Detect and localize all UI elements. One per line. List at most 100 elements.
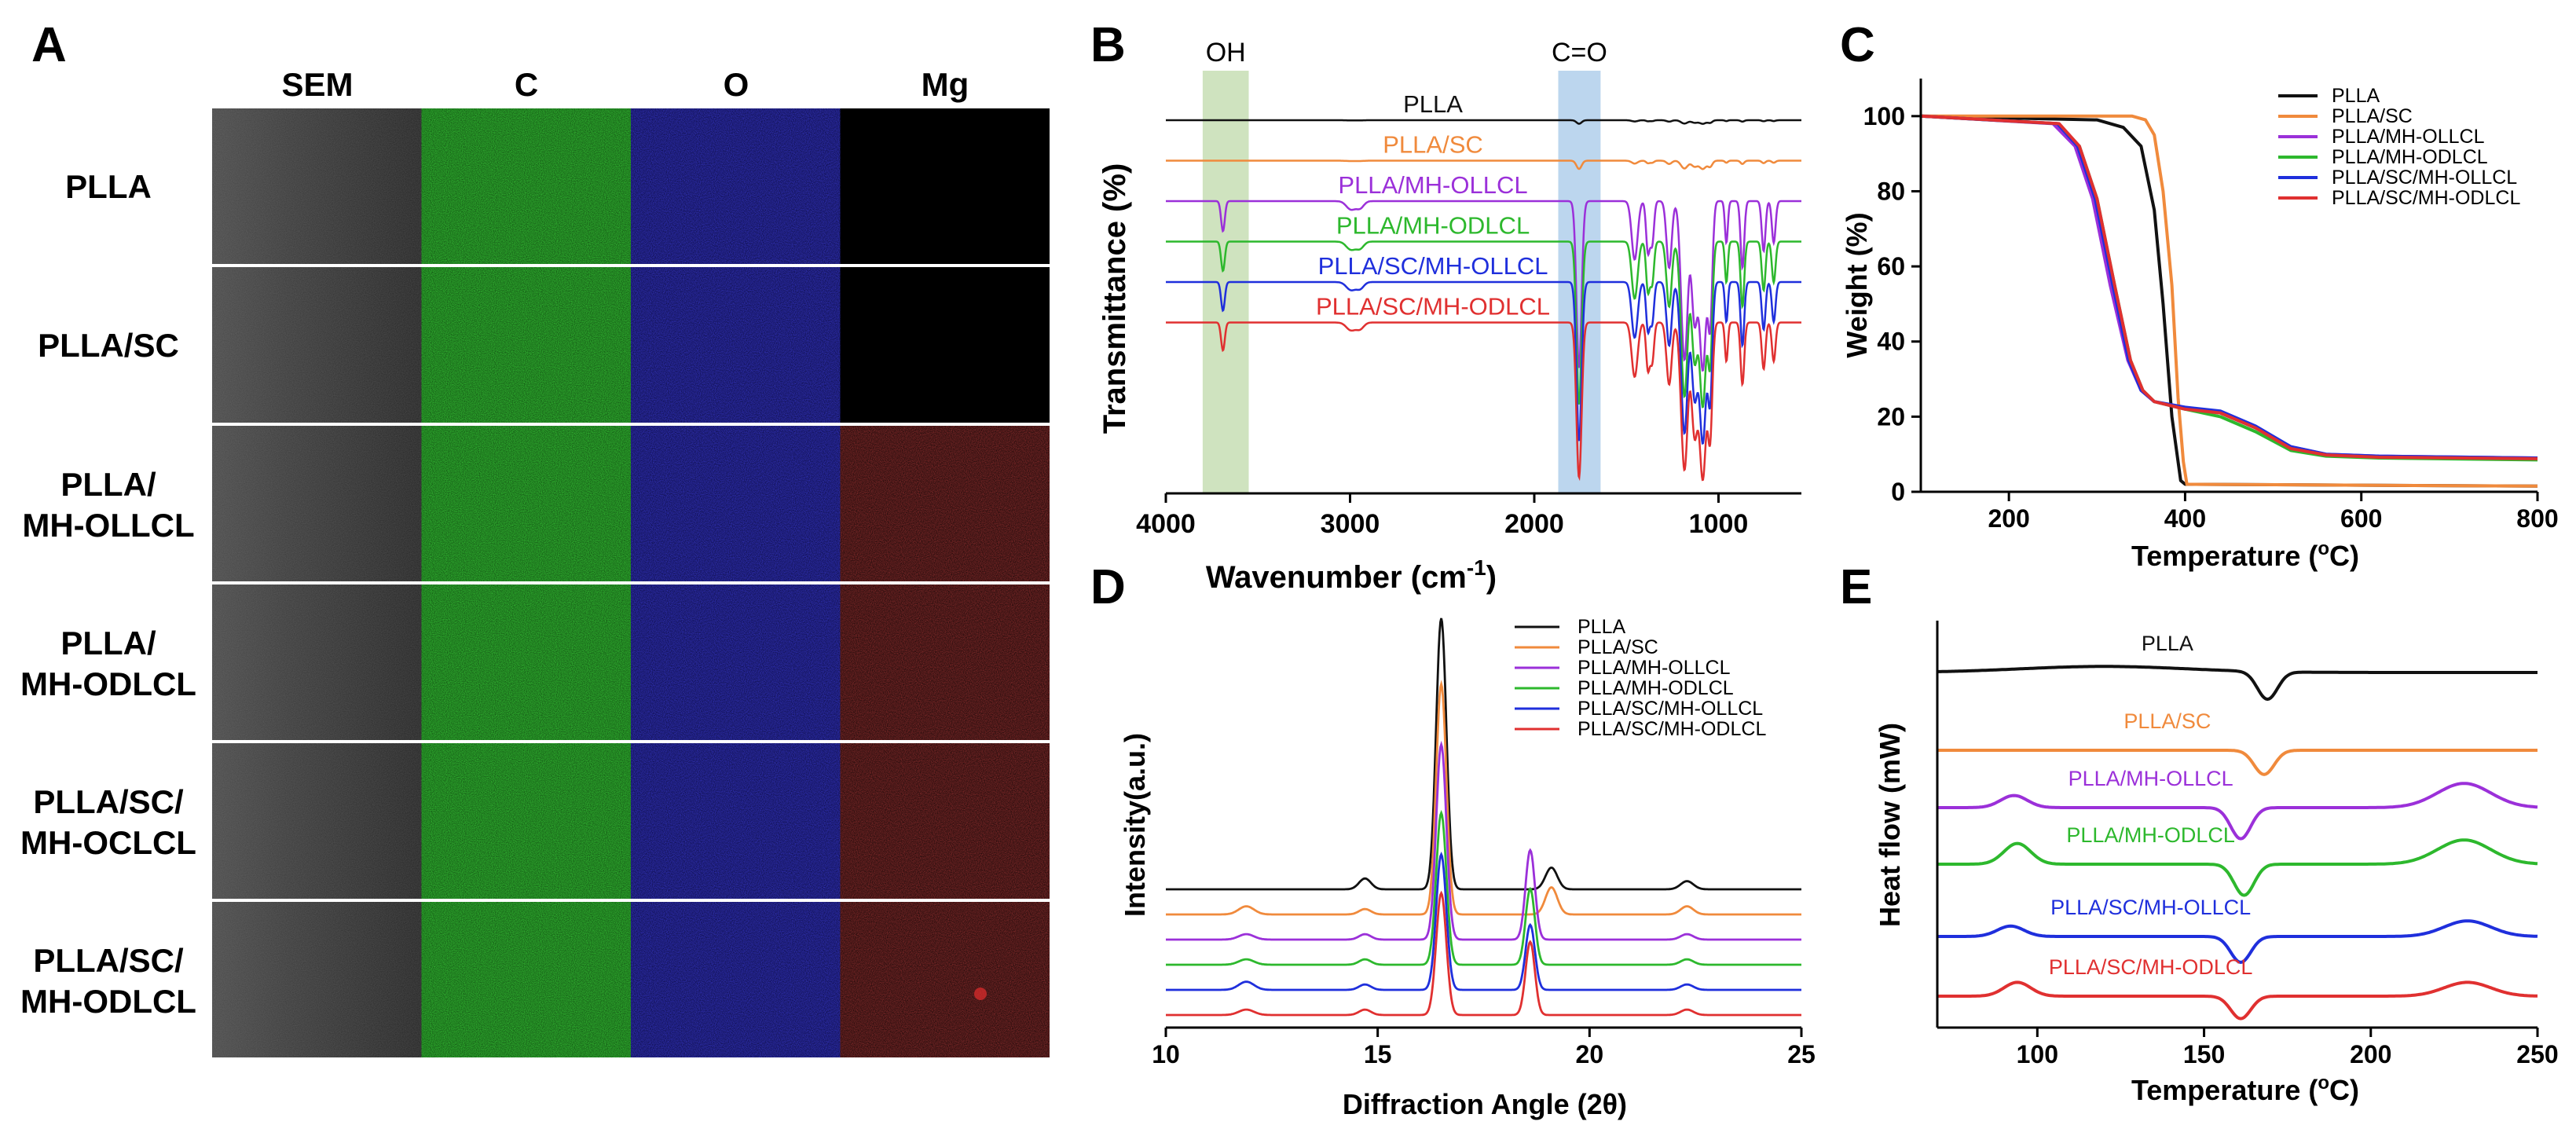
legend-label-plla-sc-mh-odlcl: PLLA/SC/MH-ODLCL [2332,187,2520,209]
y-axis-label: Heat flow (mW) [1874,723,1906,927]
panel-d-xrd-chart: 10 15 20 25 PLLAPLLA/SCPLLA/MH-OLLCLPLLA/MH… [1119,616,1816,1120]
dsc-line-plla-mh-odlcl [1937,838,2538,897]
x-tick-label: 200 [1988,504,2029,533]
tga-line-plla-sc [1921,114,2538,488]
tga-line-plla-sc-mh-odlcl [1920,114,2538,460]
map-cell-o-row-4 [631,584,841,740]
row-label-3-line-2: MH-OLLCL [22,507,194,544]
dsc-label-plla-mh-odlcl: PLLA/MH-ODLCL [2066,823,2235,847]
map-cell-c-row-1 [421,108,631,264]
map-texture [840,743,1050,899]
panel-e-dsc-chart: PLLA PLLA/SC PLLA/MH-OLLCL PLLA/MH-ODLCL PLL… [1874,621,2559,1106]
dsc-series: PLLA PLLA/SC PLLA/MH-OLLCL PLLA/MH-ODLCL PLL… [1937,632,2538,1021]
map-cell-sem-row-6 [212,902,422,1057]
tga-legend: PLLAPLLA/SCPLLA/MH-OLLCLPLLA/MH-ODLCLPLL… [2278,85,2520,209]
ftir-line-plla-sc-mh-ollcl [1166,280,1801,445]
ftir-line-plla-mh-odlcl [1166,240,1801,409]
x-tick-label: 250 [2516,1040,2558,1068]
map-background [840,267,1050,423]
map-cell-sem-row-1 [212,108,422,264]
column-header-c: C [515,66,538,103]
legend-label-plla-mh-odlcl: PLLA/MH-ODLCL [1577,677,1734,699]
xrd-line-plla-sc-mh-ollcl [1166,852,1801,991]
column-header-sem: SEM [281,66,353,103]
x-axis-label: Wavenumber (cm-1) [1206,555,1497,595]
column-header-mg: Mg [922,66,969,103]
xrd-line-plla-sc-mh-odlcl [1166,890,1801,1017]
map-texture [212,108,422,264]
map-cell-c-row-4 [421,584,631,740]
map-texture [212,267,422,423]
dsc-line-plla-mh-ollcl [1937,782,2538,841]
map-texture [421,108,631,264]
y-tick-label: 20 [1877,402,1905,431]
map-texture [421,426,631,581]
row-labels: PLLA PLLA/SC PLLA/MH-OLLCL PLLA/MH-ODLCL PLL… [20,168,196,1020]
ftir-label-plla-mh-ollcl: PLLA/MH-OLLCL [1338,171,1527,199]
ftir-label-plla-mh-odlcl: PLLA/MH-ODLCL [1336,212,1530,240]
y-axis-label: Intensity(a.u.) [1119,733,1151,917]
ftir-line-plla-sc-mh-odlcl [1166,321,1801,482]
row-label-6-line-2: MH-ODLCL [20,983,196,1020]
xrd-legend: PLLAPLLA/SCPLLA/MH-OLLCLPLLA/MH-ODLCLPLL… [1515,616,1766,740]
map-cell-mg-row-4 [840,584,1050,740]
tga-series [1920,114,2538,488]
map-cell-sem-row-5 [212,743,422,899]
map-cell-mg-row-1 [840,108,1050,264]
map-texture [840,426,1050,581]
x-tick-label: 200 [2350,1040,2391,1068]
panel-b-ftir-chart: OH C=O PLLA PLLA/SC PLLA/MH-OLLCL PLLA/MH-O… [1097,38,1801,595]
x-tick-label: 10 [1152,1040,1180,1068]
legend-label-plla-sc-mh-ollcl: PLLA/SC/MH-OLLCL [1577,698,1763,720]
row-label-5-line-2: MH-OCLCL [20,824,196,861]
y-axis-label: Weight (%) [1841,212,1873,357]
dsc-label-plla-mh-ollcl: PLLA/MH-OLLCL [2068,767,2233,790]
dsc-axes: 100 150 200 250 [1936,621,2559,1068]
dsc-label-plla-sc-mh-ollcl: PLLA/SC/MH-OLLCL [2050,896,2251,919]
x-tick-label: 25 [1787,1040,1816,1068]
map-texture [212,902,422,1057]
dsc-label-plla-sc-mh-odlcl: PLLA/SC/MH-ODLCL [2049,955,2253,979]
x-tick-label: 2000 [1504,509,1564,539]
row-label-5-line-1: PLLA/SC/ [33,783,184,820]
x-axis-label: Temperature (oC) [2131,538,2359,572]
map-texture [212,584,422,740]
xrd-series [1166,617,1801,1017]
ftir-label-plla-sc: PLLA/SC [1383,131,1483,159]
x-tick-label: 4000 [1136,509,1196,539]
oh-annotation: OH [1206,38,1246,68]
x-tick-label: 800 [2516,504,2558,533]
y-tick-label: 0 [1891,478,1905,506]
panel-label-c: C [1840,18,1875,72]
map-cell-mg-row-3 [840,426,1050,581]
dsc-line-plla-sc-mh-ollcl [1937,919,2538,965]
x-tick-label: 15 [1364,1040,1392,1068]
map-cell-sem-row-3 [212,426,422,581]
map-texture [631,267,841,423]
edx-map-grid [212,108,1050,1057]
legend-label-plla-mh-ollcl: PLLA/MH-OLLCL [1577,657,1731,679]
x-tick-label: 150 [2183,1040,2225,1068]
legend-label-plla-sc: PLLA/SC [2332,105,2413,127]
legend-label-plla-mh-ollcl: PLLA/MH-OLLCL [2332,126,2485,148]
row-label-4-line-2: MH-ODLCL [20,665,196,702]
ftir-label-plla: PLLA [1403,90,1463,118]
x-tick-label: 1000 [1689,509,1749,539]
map-cell-c-row-2 [421,267,631,423]
x-axis-label: Temperature (oC) [2131,1072,2359,1106]
map-texture [631,902,841,1057]
ftir-label-plla-sc-mh-odlcl: PLLA/SC/MH-ODLCL [1316,293,1550,321]
row-label-4-line-1: PLLA/ [60,625,156,661]
ftir-series: PLLA PLLA/SC PLLA/MH-OLLCL PLLA/MH-ODLCL PLL… [1166,90,1801,482]
dsc-label-plla-sc: PLLA/SC [2123,709,2211,733]
xrd-axes: 10 15 20 25 [1152,1026,1816,1068]
co-annotation: C=O [1552,38,1607,68]
map-texture [212,743,422,899]
x-tick-label: 20 [1576,1040,1604,1068]
dsc-label-plla: PLLA [2142,632,2193,655]
ftir-label-plla-sc-mh-ollcl: PLLA/SC/MH-OLLCL [1318,252,1548,280]
map-cell-mg-row-5 [840,743,1050,899]
legend-label-plla-mh-odlcl: PLLA/MH-ODLCL [2332,146,2488,168]
map-texture [421,584,631,740]
